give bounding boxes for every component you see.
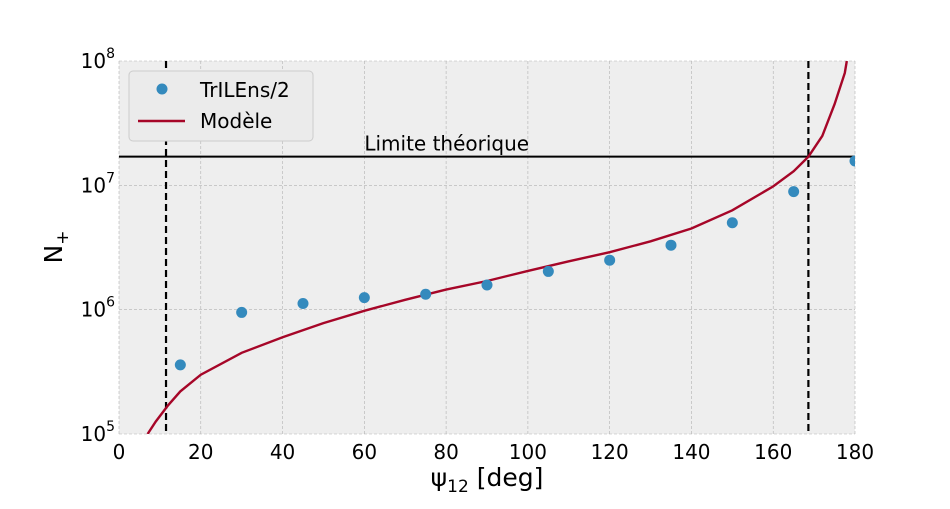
x-tick-label: 0 bbox=[113, 440, 126, 464]
model-curve bbox=[146, 61, 848, 434]
data-point bbox=[481, 279, 493, 291]
data-point bbox=[788, 186, 800, 198]
data-point bbox=[297, 298, 309, 310]
x-tick-labels: 0 20 40 60 80 100 120 140 160 180 bbox=[113, 440, 874, 464]
legend-label-model: Modèle bbox=[200, 109, 272, 133]
x-tick-label: 120 bbox=[591, 440, 629, 464]
x-tick-label: 160 bbox=[754, 440, 792, 464]
legend-marker-trilens bbox=[156, 83, 168, 95]
data-point bbox=[358, 292, 370, 304]
legend: TrILEns/2 Modèle bbox=[128, 70, 314, 142]
theoretical-limit-label: Limite théorique bbox=[364, 132, 529, 156]
vertical-limit-lines bbox=[164, 61, 810, 434]
x-tick-label: 140 bbox=[672, 440, 710, 464]
y-tick-label: 107 bbox=[81, 170, 115, 197]
x-tick-label: 100 bbox=[509, 440, 547, 464]
data-point bbox=[236, 306, 248, 318]
data-point bbox=[849, 155, 855, 167]
y-tick-labels: 105 106 107 108 bbox=[81, 46, 115, 446]
x-tick-label: 180 bbox=[836, 440, 874, 464]
y-tick-label: 106 bbox=[81, 295, 115, 322]
data-point bbox=[726, 217, 738, 229]
data-point bbox=[420, 288, 432, 300]
y-axis-label: N+ bbox=[39, 231, 73, 264]
scatter-series bbox=[174, 155, 855, 371]
legend-label-trilens: TrILEns/2 bbox=[199, 78, 290, 102]
data-point bbox=[542, 265, 554, 277]
y-tick-label: 108 bbox=[81, 46, 115, 73]
x-axis-label: ψ12 [deg] bbox=[431, 463, 544, 497]
data-point bbox=[174, 359, 186, 371]
x-tick-label: 80 bbox=[433, 440, 458, 464]
x-tick-label: 60 bbox=[352, 440, 377, 464]
y-tick-label: 105 bbox=[81, 419, 115, 446]
data-point bbox=[604, 254, 616, 266]
legend-box bbox=[128, 70, 314, 142]
x-tick-label: 40 bbox=[270, 440, 295, 464]
data-point bbox=[665, 239, 677, 251]
x-tick-label: 20 bbox=[188, 440, 213, 464]
